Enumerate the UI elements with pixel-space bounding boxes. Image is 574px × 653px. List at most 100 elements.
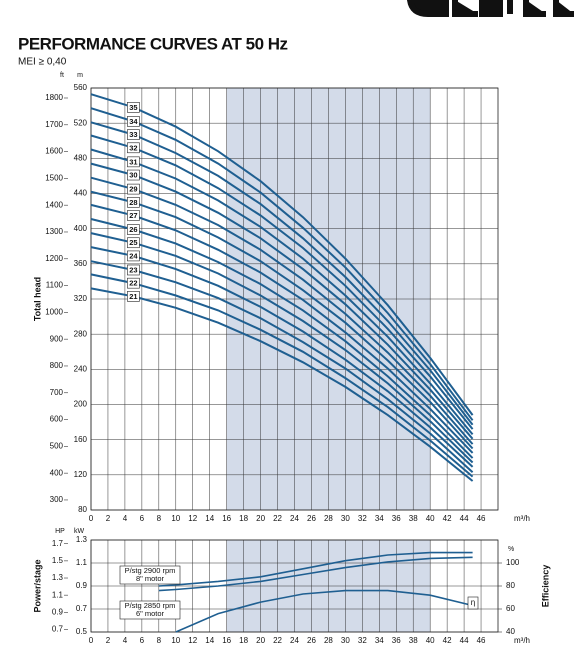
stage-label-box bbox=[127, 156, 140, 168]
y-outer-tick-label: 600 bbox=[50, 415, 64, 424]
x-tick-label: 36 bbox=[392, 636, 401, 645]
y-axis-label: Total head bbox=[32, 277, 42, 321]
x-tick-label: 6 bbox=[140, 636, 145, 645]
y2-tick-label: 80 bbox=[506, 581, 515, 590]
y-outer-tick-label: 1500 bbox=[45, 173, 63, 182]
y-outer-tick-label: 0.9 bbox=[52, 607, 64, 616]
series-line bbox=[90, 93, 474, 416]
series-line bbox=[90, 287, 474, 482]
x-tick-label: 10 bbox=[171, 636, 180, 645]
y-outer-tick-label: 1300 bbox=[45, 227, 63, 236]
x-tick-label: 4 bbox=[123, 514, 128, 523]
stage-label: 25 bbox=[129, 238, 137, 247]
y-unit: m bbox=[77, 72, 83, 79]
y-tick-label: 1.3 bbox=[76, 535, 88, 544]
legend-box bbox=[119, 565, 181, 585]
y-outer-tick-label: 400 bbox=[50, 468, 64, 477]
y-tick-label: 1.1 bbox=[76, 558, 88, 567]
y-outer-tick-label: 1600 bbox=[45, 147, 63, 156]
chart-title: PERFORMANCE CURVES AT 50 Hz bbox=[18, 34, 288, 53]
y-outer-tick-label: 1.5 bbox=[52, 556, 64, 565]
stage-label: 29 bbox=[129, 185, 137, 194]
y-outer-unit: ft bbox=[60, 72, 64, 79]
x-tick-label: 40 bbox=[426, 514, 435, 523]
stage-label: 23 bbox=[129, 265, 137, 274]
x-tick-label: 20 bbox=[256, 514, 265, 523]
series-line bbox=[90, 260, 474, 473]
y-tick-label: 80 bbox=[78, 505, 87, 514]
stage-label: 28 bbox=[129, 198, 137, 207]
series-line bbox=[175, 589, 473, 633]
y2-tick-label: 100 bbox=[506, 558, 520, 567]
stage-label-box bbox=[127, 129, 140, 140]
y-outer-tick-label: 900 bbox=[50, 334, 64, 343]
x-tick-label: 14 bbox=[205, 636, 214, 645]
legend-motor: 8" motor bbox=[136, 574, 165, 583]
y-tick-label: 480 bbox=[74, 153, 88, 162]
x-tick-label: 12 bbox=[188, 514, 197, 523]
series-line bbox=[90, 107, 474, 421]
x-tick-label: 30 bbox=[341, 636, 350, 645]
x-axis-label: m³/h bbox=[514, 514, 530, 523]
x-tick-label: 40 bbox=[426, 636, 435, 645]
y-tick-label: 280 bbox=[74, 329, 88, 338]
y-outer-tick-label: 800 bbox=[50, 361, 64, 370]
logo bbox=[406, 0, 574, 17]
series-line bbox=[90, 203, 474, 454]
x-tick-label: 24 bbox=[290, 514, 299, 523]
plot-frame bbox=[90, 87, 499, 511]
x-tick-label: 16 bbox=[222, 514, 231, 523]
stage-label: 33 bbox=[129, 130, 137, 139]
x-tick-label: 18 bbox=[239, 636, 248, 645]
x-tick-label: 34 bbox=[375, 514, 384, 523]
stage-label-box bbox=[127, 291, 140, 302]
y-outer-unit: HP bbox=[55, 528, 65, 535]
x-tick-label: 36 bbox=[392, 514, 401, 523]
stage-label-box bbox=[127, 277, 140, 289]
stage-label: 26 bbox=[129, 225, 137, 234]
y-axis-label: Power/stage bbox=[32, 559, 42, 612]
x-tick-label: 18 bbox=[239, 514, 248, 523]
x-tick-label: 24 bbox=[290, 636, 299, 645]
stage-label-box bbox=[127, 116, 140, 127]
x-tick-label: 44 bbox=[460, 514, 469, 523]
y-outer-tick-label: 1800 bbox=[45, 93, 63, 102]
y-outer-tick-label: 1100 bbox=[46, 281, 64, 290]
stage-label-box bbox=[127, 196, 140, 208]
x-tick-label: 46 bbox=[477, 514, 486, 523]
y-tick-label: 200 bbox=[74, 400, 88, 409]
series-line bbox=[90, 246, 474, 468]
series-line bbox=[90, 273, 474, 478]
x-tick-label: 14 bbox=[205, 514, 214, 523]
stage-label-box bbox=[127, 183, 140, 195]
legend-box bbox=[467, 596, 479, 610]
legend-motor: 6" motor bbox=[136, 609, 165, 618]
series-line bbox=[90, 162, 474, 440]
series-line bbox=[90, 121, 474, 426]
y-outer-tick-label: 0.7 bbox=[52, 625, 64, 634]
series-line bbox=[90, 134, 474, 430]
y-tick-label: 160 bbox=[74, 435, 88, 444]
x-tick-label: 42 bbox=[443, 636, 452, 645]
x-tick-label: 32 bbox=[358, 514, 367, 523]
y2-tick-label: 40 bbox=[506, 627, 515, 636]
x-tick-label: 8 bbox=[157, 636, 162, 645]
x-tick-label: 2 bbox=[106, 514, 111, 523]
x-tick-label: 38 bbox=[409, 636, 418, 645]
y-outer-tick-label: 1.7 bbox=[52, 539, 64, 548]
x-tick-label: 0 bbox=[89, 636, 94, 645]
y-tick-label: 520 bbox=[74, 118, 88, 127]
x-tick-label: 34 bbox=[375, 636, 384, 645]
x-tick-label: 38 bbox=[409, 514, 418, 523]
stage-label: 24 bbox=[129, 251, 138, 260]
y-outer-tick-label: 700 bbox=[50, 388, 64, 397]
x-tick-label: 26 bbox=[307, 636, 316, 645]
x-tick-label: 6 bbox=[140, 514, 145, 523]
y-outer-tick-label: 300 bbox=[50, 495, 64, 504]
x-tick-label: 8 bbox=[157, 514, 162, 523]
y-tick-label: 0.5 bbox=[76, 627, 88, 636]
x-tick-label: 4 bbox=[123, 636, 128, 645]
stage-label-box bbox=[127, 142, 140, 154]
x-tick-label: 46 bbox=[477, 636, 486, 645]
